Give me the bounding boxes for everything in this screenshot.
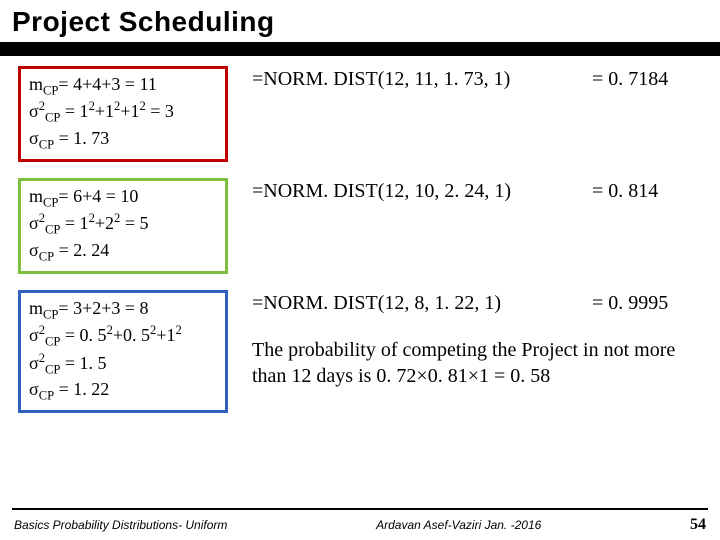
explanation-text: The probability of competing the Project… [252,337,702,389]
sigma2-line: σ2CP = 12+22 = 5 [29,211,217,238]
formula: =NORM. DIST(12, 11, 1. 73, 1) [252,68,592,91]
title-underline [0,42,720,56]
row-2: mCP= 6+4 = 10 σ2CP = 12+22 = 5 σCP = 2. … [18,178,702,274]
sigma2b-line: σ2CP = 1. 5 [29,351,217,378]
stats-box-green: mCP= 6+4 = 10 σ2CP = 12+22 = 5 σCP = 2. … [18,178,228,274]
formula: =NORM. DIST(12, 8, 1. 22, 1) [252,292,592,315]
result: = 0. 814 [592,180,702,203]
footer-rule [12,508,708,510]
result: = 0. 7184 [592,68,702,91]
stats-box-red: mCP= 4+4+3 = 11 σ2CP = 12+12+12 = 3 σCP … [18,66,228,162]
stats-box-blue: mCP= 3+2+3 = 8 σ2CP = 0. 52+0. 52+12 σ2C… [18,290,228,413]
sigma-line: σCP = 2. 24 [29,239,217,265]
result: = 0. 9995 [592,292,702,315]
slide-content: mCP= 4+4+3 = 11 σ2CP = 12+12+12 = 3 σCP … [0,56,720,413]
sigma-line: σCP = 1. 73 [29,127,217,153]
page-number: 54 [690,516,706,534]
formula: =NORM. DIST(12, 10, 2. 24, 1) [252,180,592,203]
sigma2-line: σ2CP = 0. 52+0. 52+12 [29,323,217,350]
footer-left: Basics Probability Distributions- Unifor… [14,518,227,532]
row-1: mCP= 4+4+3 = 11 σ2CP = 12+12+12 = 3 σCP … [18,66,702,162]
row-3: mCP= 3+2+3 = 8 σ2CP = 0. 52+0. 52+12 σ2C… [18,290,702,413]
sigma2-line: σ2CP = 12+12+12 = 3 [29,99,217,126]
m-line: mCP= 6+4 = 10 [29,185,217,211]
footer-center: Ardavan Asef-Vaziri Jan. -2016 [227,518,690,532]
page-title: Project Scheduling [12,6,708,38]
m-line: mCP= 4+4+3 = 11 [29,73,217,99]
sigma-line: σCP = 1. 22 [29,378,217,404]
m-line: mCP= 3+2+3 = 8 [29,297,217,323]
footer: Basics Probability Distributions- Unifor… [0,516,720,534]
